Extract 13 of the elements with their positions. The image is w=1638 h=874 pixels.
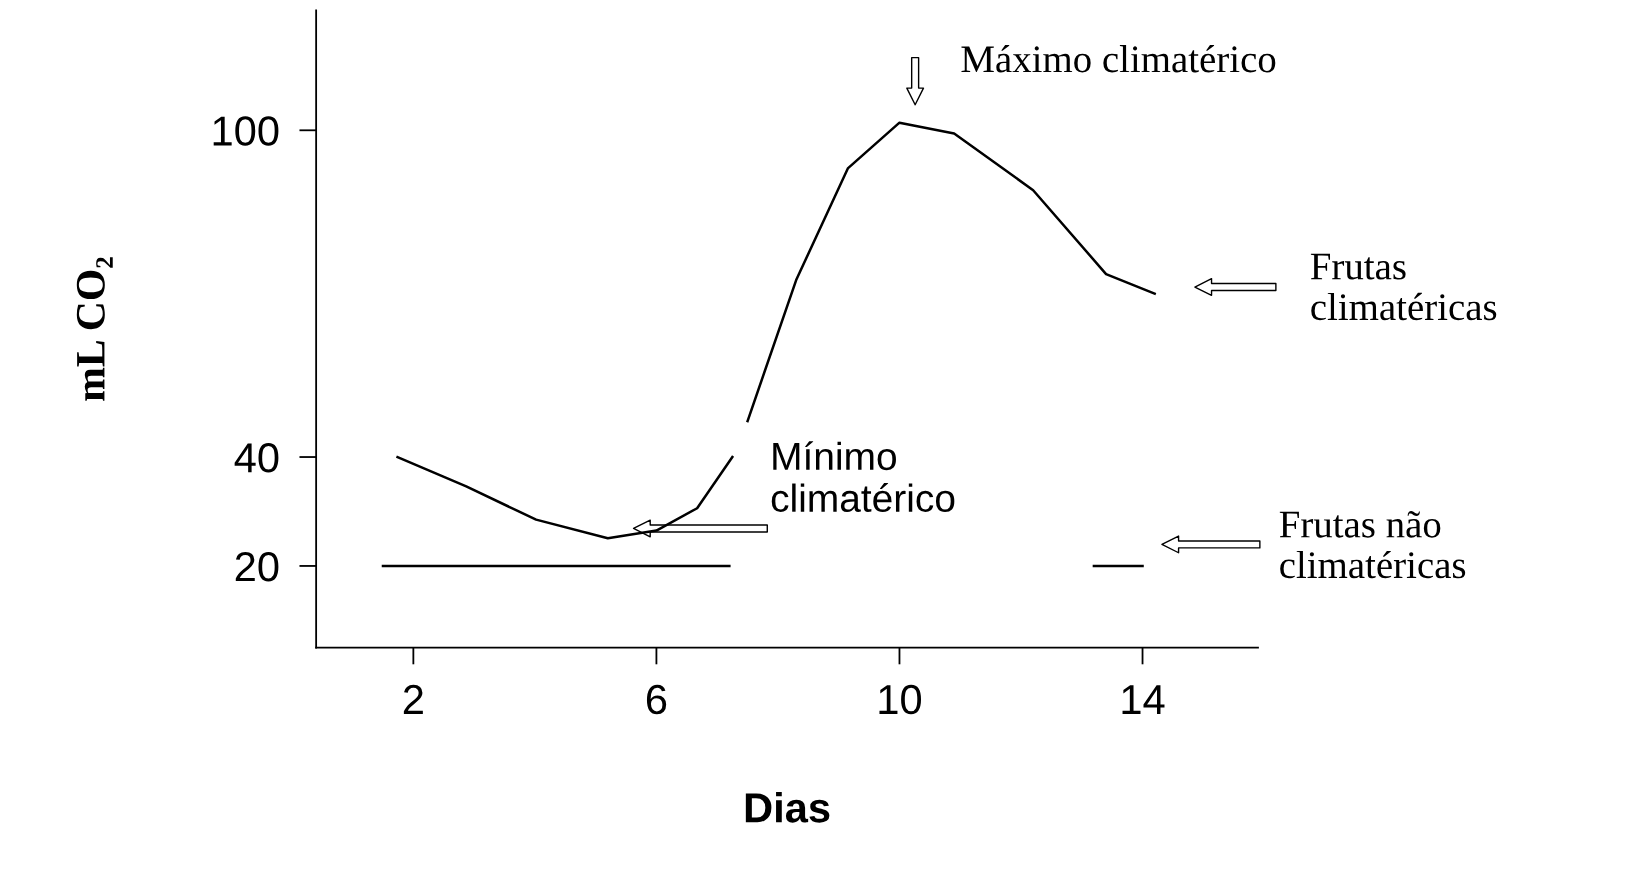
x-axis-title: Dias: [745, 792, 830, 823]
y-tick-label: 40: [234, 443, 279, 473]
annotation: Máximo climatérico: [961, 45, 1276, 73]
x-tick-label: 14: [1122, 685, 1165, 714]
x-tick-label: 2: [403, 684, 423, 714]
x-tick-label: 6: [646, 684, 667, 715]
text: Frutas não climatéricas: [1279, 511, 1466, 579]
y-tick-label: 20: [235, 551, 279, 582]
annotation: Mínimo climatérico: [771, 441, 955, 513]
y-axis-title: mL CO₂: [76, 257, 113, 401]
y-tick-label: 100: [213, 116, 279, 146]
text: Frutas climatéricas: [1310, 253, 1497, 321]
x-tick-label: 10: [879, 684, 922, 715]
